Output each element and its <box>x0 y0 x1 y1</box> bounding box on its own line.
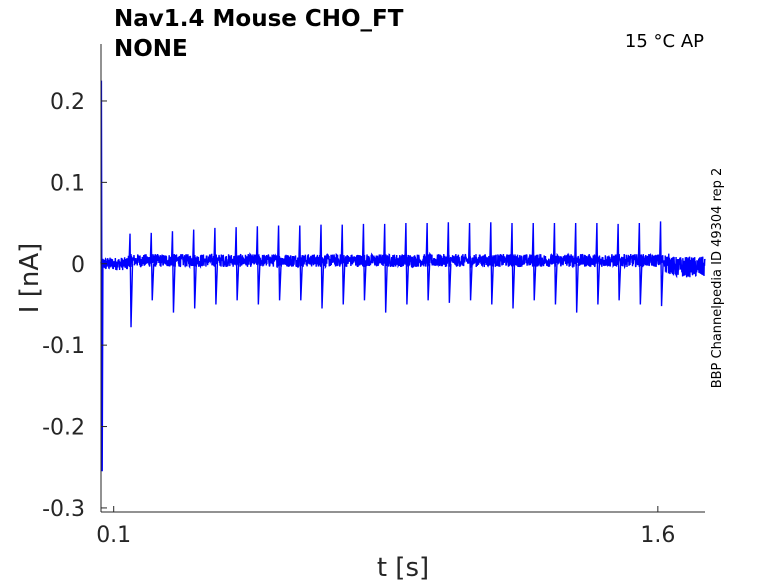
spike-mark <box>319 224 325 309</box>
channelpedia-id-label: BBP Channelpedia ID 49304 rep 2 <box>710 168 725 389</box>
spike-mark <box>467 223 473 301</box>
spike-mark <box>446 222 452 303</box>
x-axis-label: t [s] <box>377 553 429 583</box>
initial-transient <box>100 80 104 472</box>
spike-mark <box>234 227 240 301</box>
axes: 0.2 0.1 0 -0.1 -0.2 -0.3 0.1 1.6 <box>42 44 705 548</box>
spike-mark <box>382 223 388 313</box>
baseline-trace <box>100 251 706 279</box>
plot-area: 0.2 0.1 0 -0.1 -0.2 -0.3 0.1 1.6 <box>42 44 706 548</box>
spike-mark <box>425 223 431 301</box>
spike-mark <box>361 223 367 301</box>
y-axis-label: I [nA] <box>15 243 45 313</box>
spike-mark <box>595 223 601 305</box>
spike-mark <box>489 222 494 305</box>
current-trace <box>100 80 706 472</box>
spike-mark <box>552 223 558 305</box>
chart-title-line1: Nav1.4 Mouse CHO_FT <box>114 6 404 32</box>
x-tick-label: 1.6 <box>640 523 675 548</box>
spike-mark <box>340 224 346 305</box>
spike-mark <box>170 231 176 313</box>
spike-mark <box>191 229 197 309</box>
conditions-label: 15 °C AP <box>625 31 704 52</box>
x-tick-label: 0.1 <box>96 523 131 548</box>
spike-mark <box>616 223 622 301</box>
y-tick-label: 0.2 <box>50 90 85 115</box>
y-tick-label: -0.3 <box>42 497 85 522</box>
spike-mark <box>510 223 516 309</box>
spike-mark <box>128 233 134 328</box>
y-tick-label: -0.2 <box>42 416 85 441</box>
spike-mark <box>255 226 261 305</box>
spike-mark <box>658 221 664 307</box>
y-tick-label: 0.1 <box>50 171 85 196</box>
y-tick-label: 0 <box>71 253 85 278</box>
spike-mark <box>404 223 410 305</box>
spike-mark <box>637 223 643 305</box>
y-tick-label: -0.1 <box>42 334 85 359</box>
spike-mark <box>531 223 537 301</box>
spike-mark <box>213 227 219 305</box>
spike-mark <box>298 225 303 301</box>
spike-mark <box>276 225 282 301</box>
spike-mark <box>573 223 579 313</box>
spike-mark <box>149 232 155 301</box>
chart-title-line2: NONE <box>114 36 188 62</box>
